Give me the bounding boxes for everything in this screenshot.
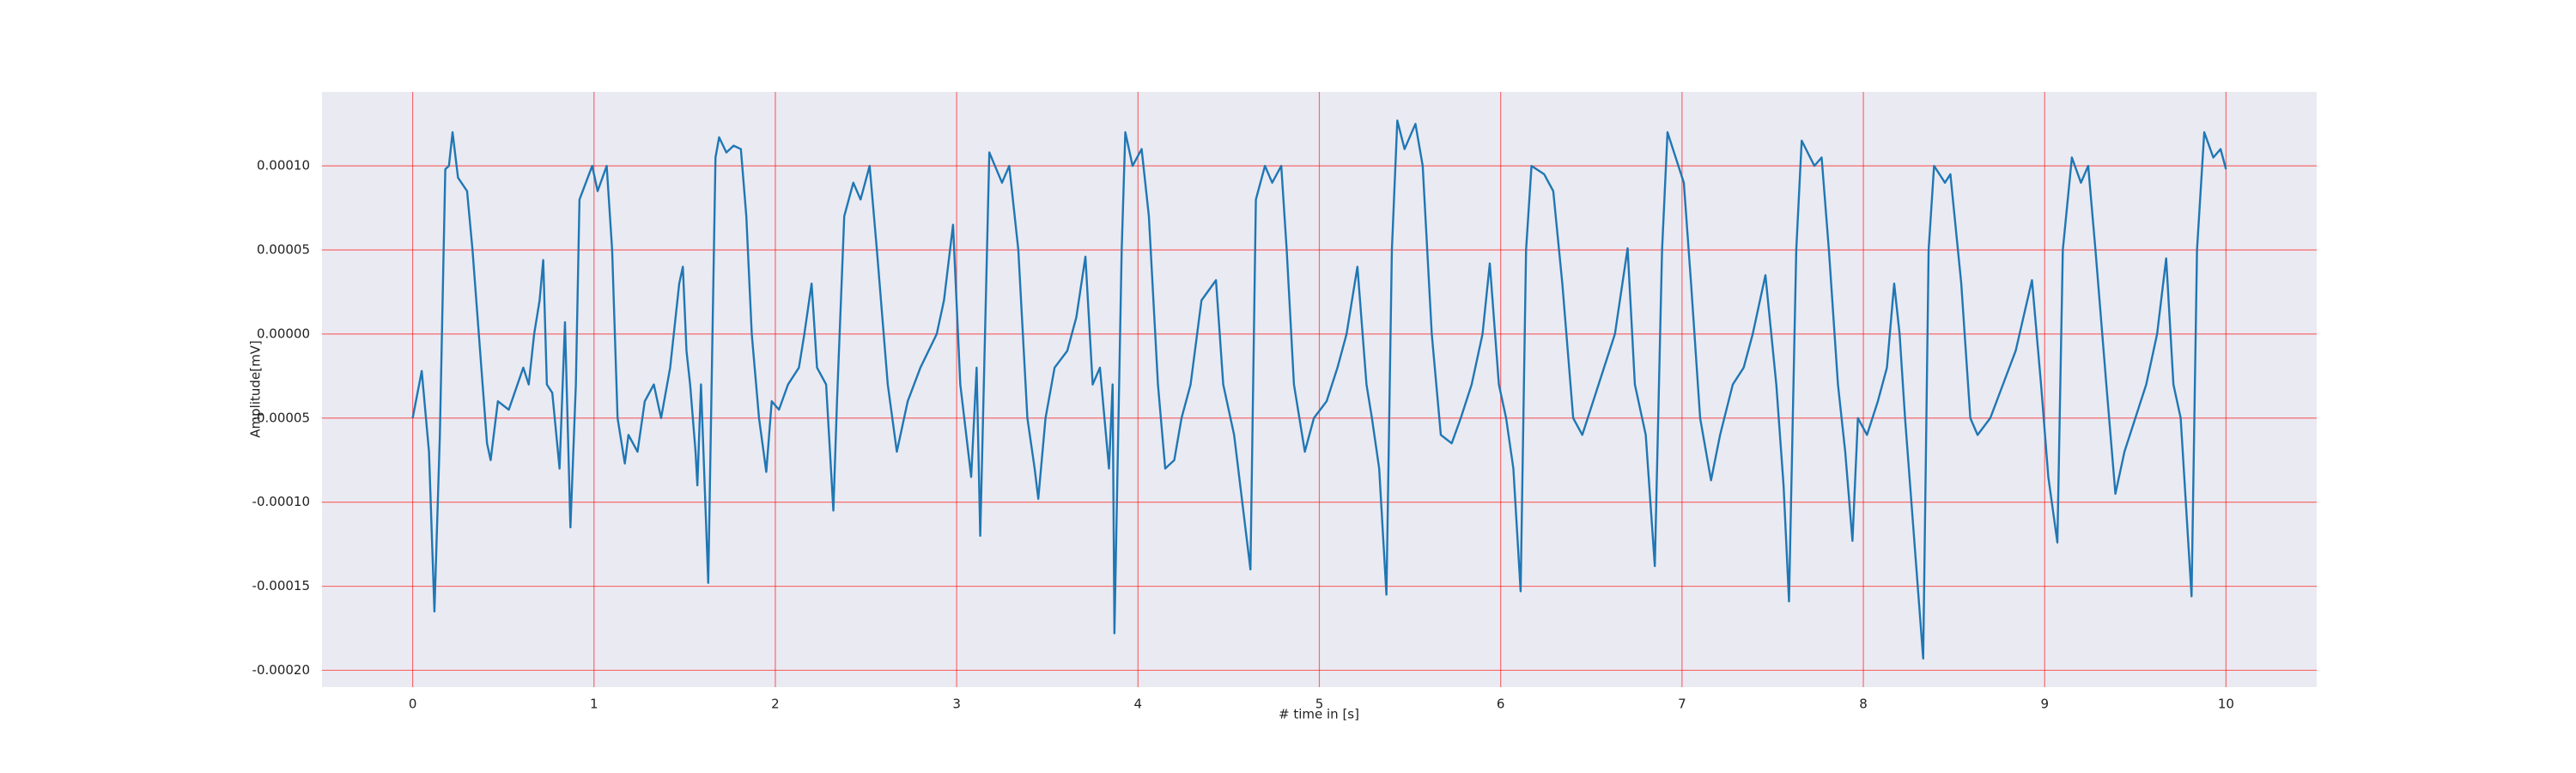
data-layer <box>411 119 2227 660</box>
x-tick-label: 10 <box>2218 697 2234 712</box>
y-tick-label: -0.00005 <box>252 410 310 425</box>
signal-line <box>411 119 2227 660</box>
y-axis-label: Amplitude[mV] <box>248 340 264 437</box>
x-tick-label: 9 <box>2040 697 2049 712</box>
x-tick-label: 3 <box>952 697 961 712</box>
x-tick-label: 6 <box>1497 697 1505 712</box>
y-tick-label: -0.00015 <box>252 578 310 593</box>
y-tick-label: 0.00010 <box>257 158 310 173</box>
y-tick-label: 0.00000 <box>257 326 310 341</box>
x-tick-label: 0 <box>409 697 417 712</box>
y-tick-label: -0.00010 <box>252 494 310 509</box>
y-tick-label: -0.00020 <box>252 662 310 678</box>
y-tick-label: 0.00005 <box>257 242 310 258</box>
x-axis-label: # time in [s] <box>1279 707 1359 722</box>
x-tick-label: 1 <box>590 697 598 712</box>
x-tick-label: 2 <box>771 697 780 712</box>
x-tick-label: 4 <box>1134 697 1143 712</box>
labels: # time in [s] Amplitude[mV] -0.00020 -0.0… <box>248 158 2234 722</box>
x-tick-label: 8 <box>1859 697 1868 712</box>
x-tick-label: 5 <box>1315 697 1324 712</box>
x-tick-label: 7 <box>1678 697 1686 712</box>
grid <box>322 92 2317 687</box>
